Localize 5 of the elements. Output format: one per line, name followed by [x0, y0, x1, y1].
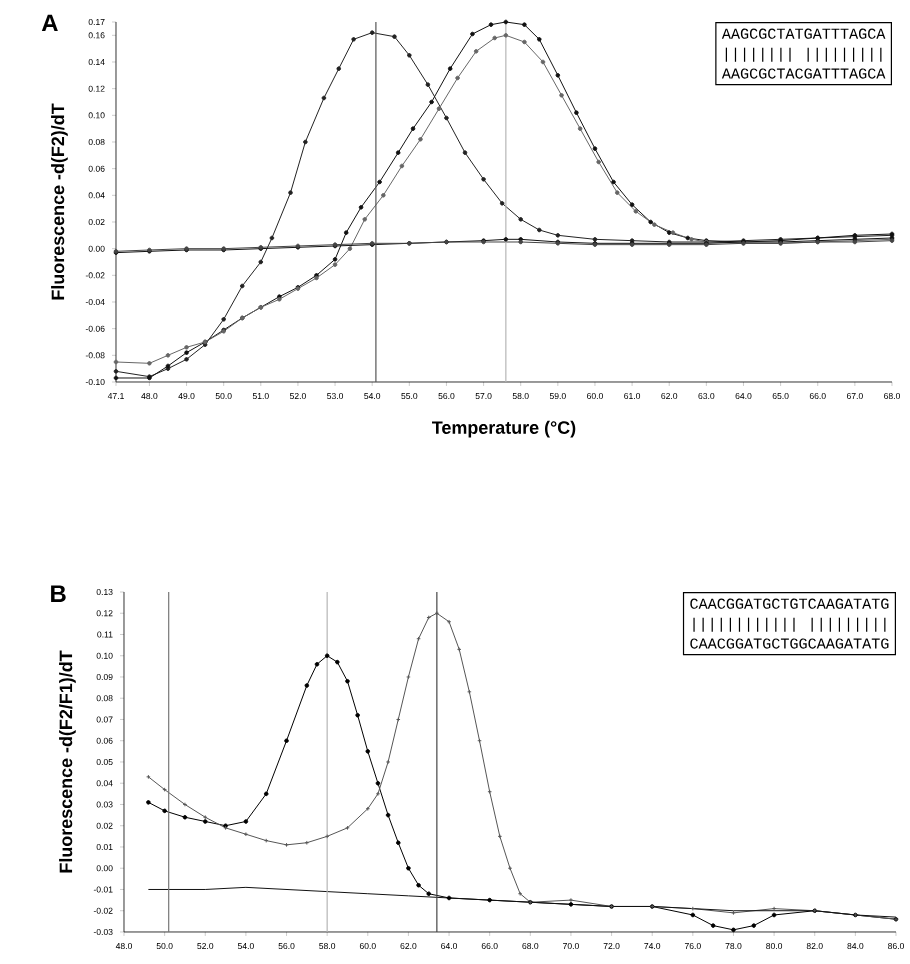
y-axis-title: Fluorescence -d(F2/F1)/dT	[58, 650, 76, 873]
chart-title: B	[50, 585, 66, 602]
y-axis-title: Fluorescence -d(F2)/dT	[50, 103, 68, 300]
x-axis-title: Temperature (°C)	[431, 420, 575, 438]
chart-title: A	[41, 14, 58, 32]
